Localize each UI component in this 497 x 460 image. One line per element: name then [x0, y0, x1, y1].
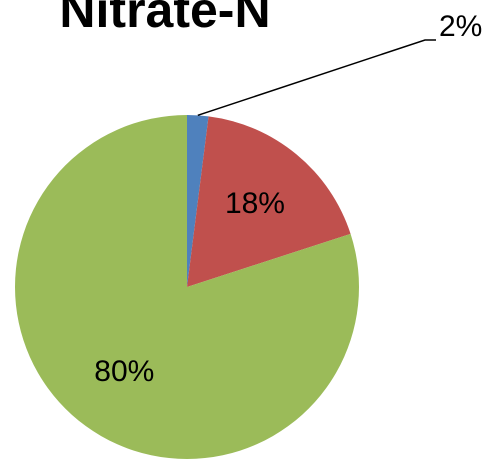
- pie-slice: [15, 115, 359, 459]
- pie-slice: [187, 115, 209, 287]
- chart-title: Nitrate-N: [59, 0, 270, 38]
- pie-slice: [187, 116, 351, 288]
- data-label: 2%: [439, 10, 482, 43]
- data-label: 18%: [225, 187, 285, 220]
- data-label: 80%: [94, 355, 154, 388]
- leader-line: [197, 39, 436, 117]
